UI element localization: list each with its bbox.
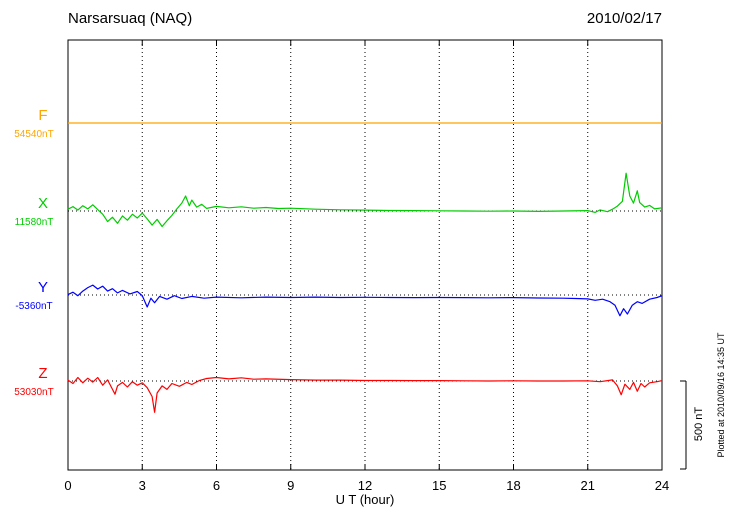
x-tick-label-24: 24 (655, 478, 669, 493)
series-label-Z: Z (38, 365, 48, 382)
scale-bar-label: 500 nT (693, 406, 705, 442)
x-tick-label-21: 21 (581, 478, 595, 493)
series-baseline-value-F: 54540nT (14, 129, 54, 140)
x-tick-label-9: 9 (287, 478, 294, 493)
trace-Y (67, 284, 663, 317)
x-tick-label-0: 0 (64, 478, 71, 493)
x-axis-label: U T (hour) (335, 492, 395, 507)
plot-border (67, 39, 663, 471)
series-baseline-value-Y: -5360nT (15, 301, 53, 312)
plotted-at-note: Plotted at 2010/09/16 14:35 UT (716, 332, 726, 458)
series-label-Y: Y (37, 279, 48, 296)
x-tick-label-15: 15 (432, 478, 446, 493)
series-baseline-value-Z: 53030nT (14, 387, 54, 398)
series-baseline-value-X: 11580nT (14, 217, 54, 228)
x-tick-label-12: 12 (358, 478, 372, 493)
series-label-F: F (38, 107, 48, 124)
x-tick-label-3: 3 (139, 478, 146, 493)
x-tick-label-18: 18 (506, 478, 520, 493)
observation-date: 2010/02/17 (586, 10, 662, 27)
trace-X (67, 172, 663, 228)
trace-Z (67, 376, 663, 413)
station-title: Narsarsuaq (NAQ) (68, 10, 193, 27)
series-label-X: X (37, 195, 48, 212)
x-tick-label-6: 6 (213, 478, 220, 493)
